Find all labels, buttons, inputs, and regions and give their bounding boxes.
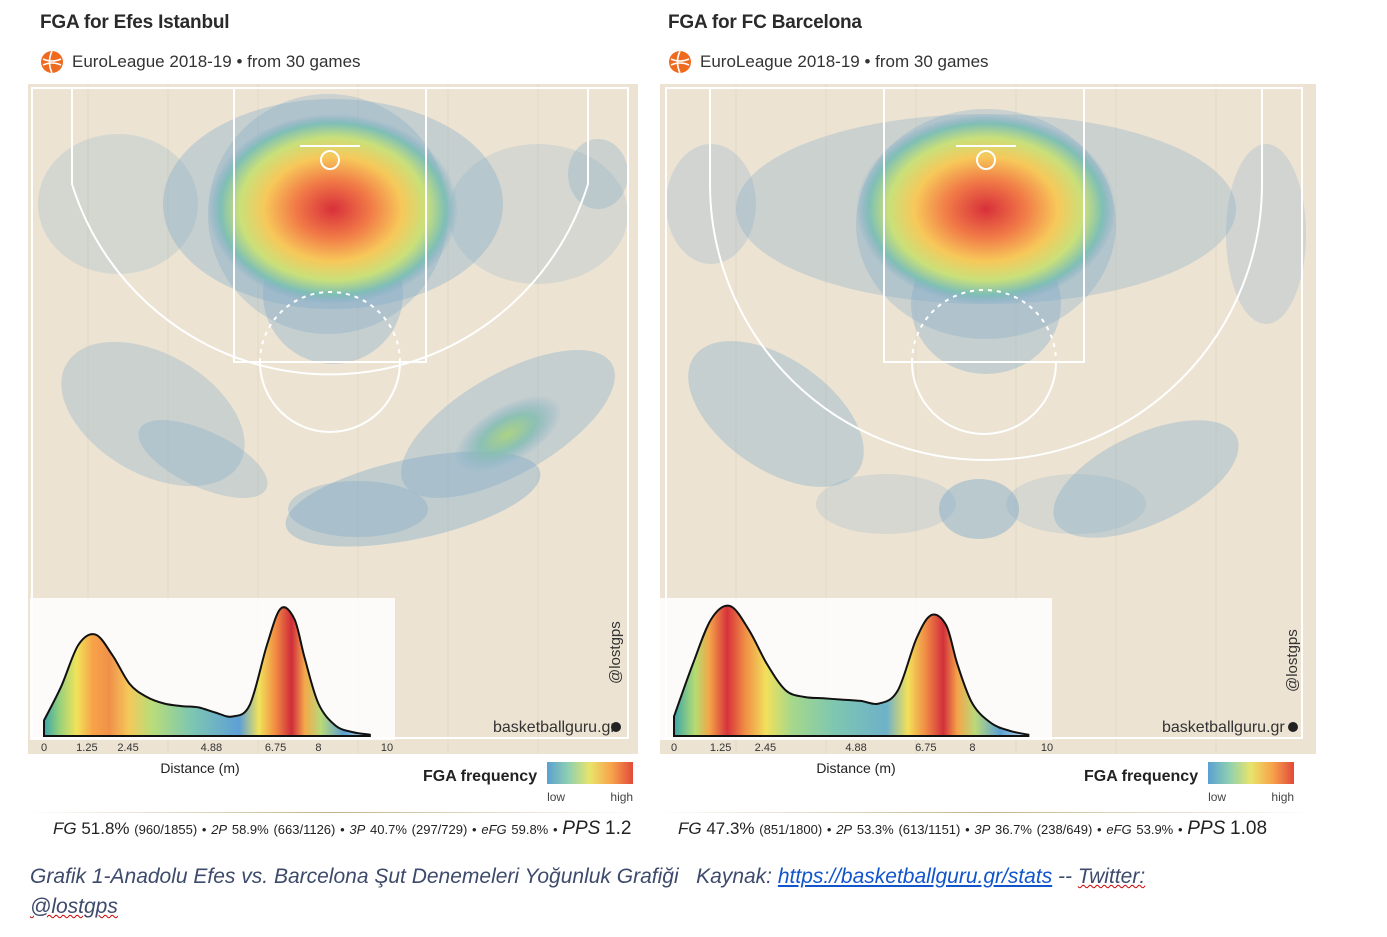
fg-label: FG [678,819,702,838]
legend-low: low [1208,790,1227,804]
p2-pct: 53.3% [856,822,894,837]
p3-att: (238/649) [1036,822,1093,837]
x-tick-label: 8 [969,742,975,754]
efg-pct: 53.9% [1136,822,1174,837]
chart-title: FGA for Efes Istanbul [40,12,230,33]
x-tick-label: 0 [671,742,677,754]
efg-label: eFG [481,822,507,837]
caption-source-label: Kaynak: [696,865,773,888]
density-blobs [38,94,628,547]
p2-label: 2P [836,822,853,837]
legend-high: high [610,790,634,804]
p2-att: (613/1151) [898,822,961,837]
x-tick-label: 1.25 [710,742,731,754]
legend-low: low [547,790,566,804]
basketball-icon [1288,722,1298,732]
shot-heatmap-court: @lostgps basketballguru.gr [28,84,638,754]
x-tick-label: 0 [41,742,47,754]
x-tick-label: 10 [381,742,393,754]
density-blobs [666,109,1306,539]
basketball-icon [611,722,621,732]
density-area [43,606,371,737]
hotspot-restricted-area [208,114,458,304]
legend-colorbar [1208,762,1295,784]
p3-label: 3P [974,822,991,837]
site-text: basketballguru.gr [1162,719,1285,736]
chart-subtitle: EuroLeague 2018-19 • from 30 games [668,50,989,74]
x-tick-label: 6.75 [915,742,936,754]
legend-title: FGA frequency [423,768,538,785]
distance-density-chart: 0 1.25 2.45 4.88 6.75 8 10 Distance (m) [30,598,395,776]
x-tick-label: 4.88 [201,742,222,754]
hotspot-restricted-area [856,114,1116,304]
p2-pct: 58.9% [231,822,269,837]
caption-twitter: Twitter: [1077,865,1146,888]
watermark-text: @lostgps [607,621,624,684]
pps-label: PPS [562,818,601,839]
x-tick-label: 2.45 [117,742,138,754]
legend: FGA frequency low high [1084,762,1295,804]
legend-high: high [1271,790,1295,804]
divider [28,812,638,813]
caption-handle: @lostgps [30,895,118,918]
shot-heatmap-court: @lostgps basketballguru.gr [656,84,1316,754]
p2-att: (663/1126) [273,822,336,837]
p3-label: 3P [349,822,366,837]
subtitle-text: EuroLeague 2018-19 • from 30 games [72,52,361,71]
court-svg: @lostgps basketballguru.gr [660,84,1316,754]
p3-pct: 36.7% [995,822,1032,837]
watermark-text: @lostgps [1284,629,1301,692]
fg-att: (960/1855) [134,822,198,837]
x-axis-label: Distance (m) [816,760,895,776]
panel-barcelona: FGA for FC Barcelona EuroLeague 2018-19 … [656,0,1316,850]
stats-line: FG 47.3% (851/1800) • 2P 53.3% (613/1151… [678,818,1268,839]
chart-title: FGA for FC Barcelona [668,12,862,33]
legend-title: FGA frequency [1084,768,1199,785]
caption-link[interactable]: https://basketballguru.gr/stats [777,865,1053,888]
p3-pct: 40.7% [370,822,407,837]
euroleague-logo-icon [669,50,691,74]
panel-efes: FGA for Efes Istanbul EuroLeague 2018-19… [28,0,688,850]
fg-label: FG [53,819,77,838]
subtitle-text: EuroLeague 2018-19 • from 30 games [700,52,989,71]
pps-value: 1.08 [1230,818,1268,839]
figure-caption: Grafik 1-Anadolu Efes vs. Barcelona Şut … [30,862,1360,922]
site-text: basketballguru.gr [493,719,616,736]
x-tick-label: 8 [315,742,321,754]
caption-sep: -- [1058,865,1073,888]
euroleague-logo-icon [41,50,63,74]
chart-subtitle: EuroLeague 2018-19 • from 30 games [40,50,361,74]
divider [656,812,1316,813]
pps-label: PPS [1187,818,1226,839]
x-tick-label: 6.75 [265,742,286,754]
efg-pct: 59.8% [511,822,549,837]
x-axis-label: Distance (m) [160,760,239,776]
p3-att: (297/729) [411,822,468,837]
legend-colorbar [547,762,634,784]
x-tick-label: 10 [1041,742,1053,754]
caption-title: Grafik 1-Anadolu Efes vs. Barcelona Şut … [30,865,679,888]
p2-label: 2P [211,822,228,837]
efg-label: eFG [1106,822,1132,837]
stats-line: FG 51.8% (960/1855) • 2P 58.9% (663/1126… [53,818,632,839]
court-svg: @lostgps basketballguru.gr [28,84,638,754]
fg-pct: 47.3% [706,819,755,838]
x-tick-label: 1.25 [76,742,97,754]
fg-att: (851/1800) [759,822,823,837]
legend: FGA frequency low high [423,762,634,804]
x-tick-label: 4.88 [845,742,866,754]
distance-density-chart: 0 1.25 2.45 4.88 6.75 8 10 Distance (m) [660,598,1053,776]
x-tick-label: 2.45 [755,742,776,754]
fg-pct: 51.8% [81,819,130,838]
pps-value: 1.2 [605,818,632,839]
density-area [673,604,1030,737]
